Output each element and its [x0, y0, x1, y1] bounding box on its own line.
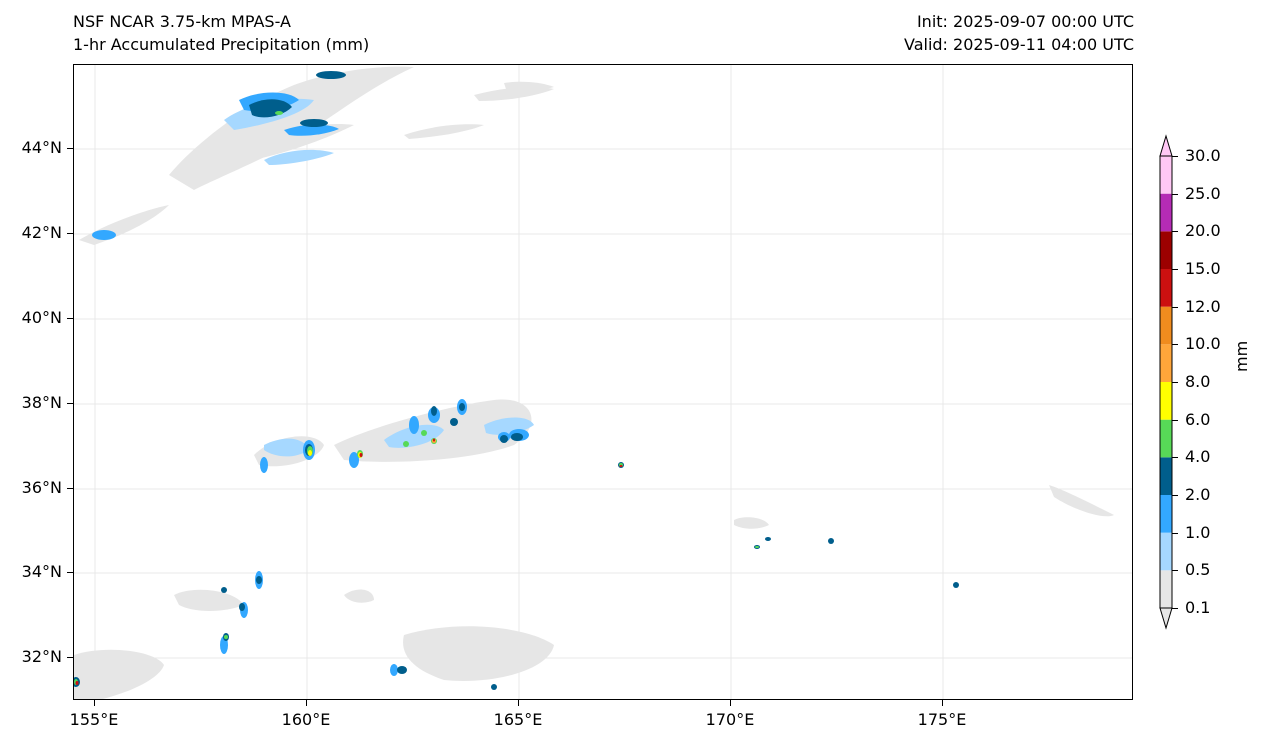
colorbar-tick: [1172, 532, 1178, 534]
lon-label-175e: 175°E: [917, 710, 967, 729]
lat-label-40n: 40°N: [21, 308, 62, 327]
colorbar-extend-max: [1159, 134, 1173, 157]
colorbar-level-label: 15.0: [1185, 259, 1221, 278]
lon-tick: [306, 700, 307, 706]
precip-blue-areas: [92, 92, 529, 676]
colorbar-segment: [1160, 495, 1172, 533]
valid-time: Valid: 2025-09-11 04:00 UTC: [903, 35, 1134, 54]
lat-label-32n: 32°N: [21, 647, 62, 666]
precip-heavy-cores: [75, 438, 623, 685]
lat-tick: [67, 403, 73, 404]
colorbar-tick: [1172, 193, 1178, 195]
colorbar-segment: [1160, 382, 1172, 420]
colorbar-level-label: 25.0: [1185, 183, 1221, 203]
colorbar-tick: [1172, 269, 1178, 270]
colorbar-tick: [1172, 306, 1178, 308]
colorbar-tick: [1172, 419, 1178, 421]
lat-tick: [67, 233, 73, 234]
lon-label-170e: 170°E: [705, 710, 755, 729]
colorbar-level-label: 0.1: [1185, 598, 1211, 617]
colorbar-tick: [1172, 231, 1178, 233]
precip-light-areas: [74, 66, 1114, 699]
lon-label-160e: 160°E: [281, 710, 331, 729]
lat-label-36n: 36°N: [21, 478, 62, 497]
colorbar-level-label: 2.0: [1185, 485, 1211, 504]
init-time: Init: 2025-09-07 00:00 UTC: [916, 12, 1134, 31]
lat-tick: [67, 657, 73, 658]
field-title: 1-hr Accumulated Precipitation (mm): [73, 35, 370, 54]
lat-label-42n: 42°N: [21, 223, 62, 242]
colorbar-level-label: 12.0: [1185, 296, 1221, 316]
colorbar: [1159, 134, 1173, 630]
lon-tick: [942, 700, 943, 706]
lat-label-34n: 34°N: [21, 562, 62, 581]
colorbar-segment: [1160, 419, 1172, 458]
colorbar-level-label: 10.0: [1185, 334, 1221, 354]
colorbar-segment: [1160, 193, 1172, 232]
colorbar-tick: [1172, 495, 1178, 496]
colorbar-tick: [1172, 382, 1178, 383]
colorbar-tick: [1172, 608, 1178, 609]
colorbar-segment: [1160, 156, 1172, 194]
colorbar-title: mm: [1232, 340, 1251, 372]
model-title: NSF NCAR 3.75-km MPAS-A: [73, 12, 291, 31]
lon-tick: [94, 700, 95, 706]
colorbar-segment: [1160, 457, 1172, 495]
precipitation-map: [74, 65, 1132, 699]
colorbar-segment: [1160, 344, 1172, 382]
colorbar-segment: [1160, 269, 1172, 307]
lon-tick: [518, 700, 519, 706]
colorbar-segment: [1160, 306, 1172, 345]
lon-label-155e: 155°E: [69, 710, 119, 729]
colorbar-extend-min: [1159, 607, 1173, 630]
colorbar-level-label: 6.0: [1185, 409, 1211, 429]
colorbar-level-label: 4.0: [1185, 447, 1211, 467]
gridlines: [74, 65, 1132, 699]
colorbar-level-label: 20.0: [1185, 221, 1221, 241]
lat-tick: [67, 148, 73, 149]
colorbar-segment: [1160, 570, 1172, 608]
colorbar-level-label: 30.0: [1185, 146, 1221, 165]
colorbar-level-label: 0.5: [1185, 560, 1211, 580]
colorbar-level-label: 1.0: [1185, 522, 1211, 542]
lon-tick: [730, 700, 731, 706]
map-panel: [73, 64, 1133, 700]
colorbar-tick: [1172, 457, 1178, 459]
lat-tick: [67, 318, 73, 319]
lon-label-165e: 165°E: [493, 710, 543, 729]
colorbar-level-label: 8.0: [1185, 372, 1211, 391]
lat-label-44n: 44°N: [21, 138, 62, 157]
colorbar-segment: [1160, 231, 1172, 269]
lat-label-38n: 38°N: [21, 393, 62, 412]
colorbar-tick: [1172, 156, 1178, 157]
lat-tick: [67, 572, 73, 573]
colorbar-tick: [1172, 570, 1178, 572]
colorbar-segment: [1160, 532, 1172, 571]
lat-tick: [67, 488, 73, 489]
colorbar-tick: [1172, 344, 1178, 346]
